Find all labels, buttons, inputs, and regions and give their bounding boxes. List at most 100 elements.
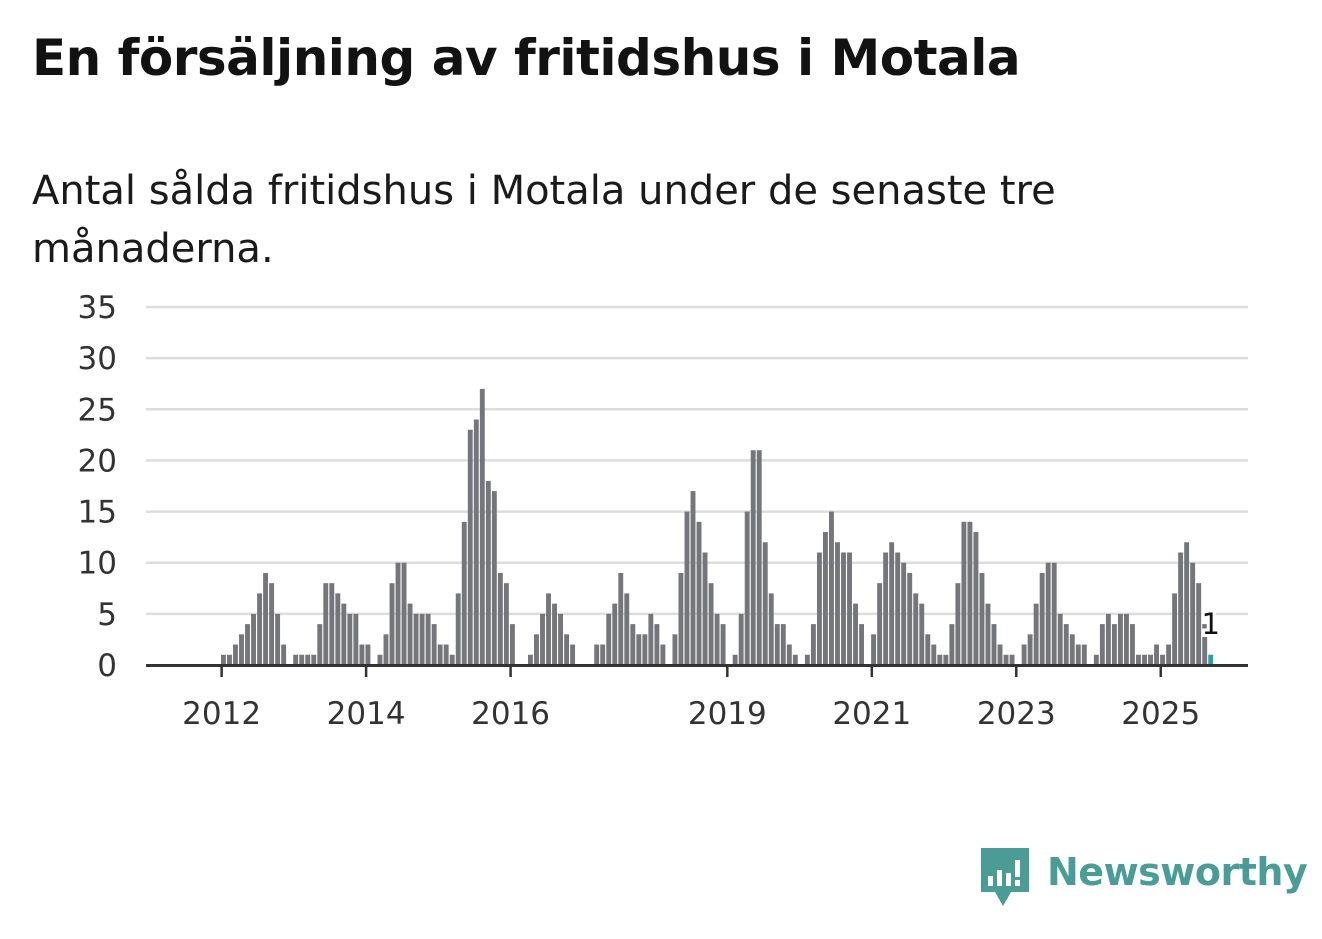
bar bbox=[1154, 644, 1159, 665]
bar bbox=[359, 644, 365, 665]
bar bbox=[1093, 654, 1099, 665]
newsworthy-logo-icon bbox=[981, 848, 1029, 906]
bar bbox=[467, 429, 473, 665]
bar bbox=[991, 624, 997, 665]
annotation-label: 1 bbox=[1201, 607, 1219, 641]
bar bbox=[654, 624, 660, 665]
bar bbox=[690, 491, 696, 665]
bar bbox=[479, 388, 485, 665]
x-tick-label: 2021 bbox=[832, 696, 911, 732]
bar bbox=[708, 583, 714, 665]
bar bbox=[1021, 644, 1027, 665]
bar bbox=[702, 552, 708, 665]
bar bbox=[1117, 613, 1123, 665]
bar bbox=[618, 572, 624, 665]
x-tick-label: 2023 bbox=[977, 696, 1056, 732]
bar bbox=[269, 583, 275, 665]
bar bbox=[317, 624, 323, 665]
bar bbox=[365, 644, 371, 665]
bar bbox=[227, 654, 232, 665]
y-tick-label: 0 bbox=[97, 648, 117, 684]
bar bbox=[485, 480, 491, 665]
bar bbox=[407, 603, 413, 665]
bar bbox=[895, 552, 901, 665]
bar bbox=[461, 521, 467, 665]
bar bbox=[455, 593, 461, 665]
y-tick-label: 10 bbox=[78, 546, 117, 582]
bar bbox=[804, 654, 810, 665]
bar bbox=[233, 644, 238, 665]
bar bbox=[937, 654, 943, 665]
bar bbox=[792, 654, 798, 665]
bar bbox=[859, 624, 865, 665]
gridlines bbox=[146, 305, 1248, 616]
bar bbox=[281, 644, 287, 665]
bar bbox=[907, 572, 913, 665]
bar bbox=[672, 634, 678, 665]
x-tick-label: 2019 bbox=[688, 696, 767, 732]
bar bbox=[919, 603, 925, 665]
bar bbox=[311, 654, 317, 665]
bar bbox=[768, 593, 774, 665]
bar bbox=[648, 613, 654, 665]
bar bbox=[1130, 624, 1135, 665]
bar bbox=[413, 613, 419, 665]
y-tick-label: 30 bbox=[78, 341, 117, 377]
bar bbox=[1045, 562, 1051, 665]
bar bbox=[762, 542, 768, 665]
bar bbox=[810, 624, 816, 665]
bar bbox=[293, 654, 299, 665]
bar bbox=[558, 613, 564, 665]
bar bbox=[594, 644, 600, 665]
bar bbox=[732, 654, 738, 665]
bar bbox=[1160, 654, 1166, 665]
bar bbox=[961, 521, 967, 665]
y-tick-label: 20 bbox=[78, 443, 117, 479]
bar bbox=[816, 552, 822, 665]
bar bbox=[780, 624, 786, 665]
bar bbox=[624, 593, 630, 665]
bar bbox=[341, 603, 347, 665]
bar bbox=[949, 624, 955, 665]
bar bbox=[1184, 542, 1190, 665]
bar bbox=[329, 583, 335, 665]
bar bbox=[1178, 552, 1184, 665]
bar bbox=[395, 562, 401, 665]
bar bbox=[913, 593, 919, 665]
bar bbox=[449, 654, 455, 665]
bar bbox=[1172, 593, 1178, 665]
bar bbox=[835, 542, 840, 665]
bar bbox=[822, 532, 828, 665]
bar bbox=[1136, 654, 1141, 665]
bar bbox=[251, 613, 256, 665]
brand-name: Newsworthy bbox=[1047, 850, 1308, 894]
bars bbox=[220, 388, 1214, 665]
bar bbox=[841, 552, 846, 665]
bar bbox=[1208, 654, 1214, 665]
y-axis-ticks: 0 5 10 15 20 25 30 35 bbox=[78, 290, 117, 684]
bar bbox=[1063, 624, 1069, 665]
bar bbox=[612, 603, 618, 665]
bar bbox=[443, 644, 449, 665]
y-tick-label: 15 bbox=[78, 495, 117, 531]
chart-subtitle: Antal sålda fritidshus i Motala under de… bbox=[32, 168, 1056, 272]
bar bbox=[606, 613, 612, 665]
brand-logo: Newsworthy bbox=[981, 848, 1308, 910]
bar bbox=[931, 644, 937, 665]
bar bbox=[660, 644, 666, 665]
bar bbox=[534, 634, 539, 665]
bar bbox=[997, 644, 1003, 665]
bar bbox=[431, 624, 437, 665]
bar bbox=[323, 583, 329, 665]
bar bbox=[377, 654, 383, 665]
bar bbox=[1057, 613, 1063, 665]
bar bbox=[696, 521, 702, 665]
bar bbox=[786, 644, 792, 665]
y-tick-label: 35 bbox=[78, 290, 117, 326]
bar bbox=[967, 521, 973, 665]
bar bbox=[1075, 644, 1081, 665]
bar bbox=[853, 603, 858, 665]
bar bbox=[473, 419, 479, 665]
bar bbox=[1123, 613, 1129, 665]
x-tick-label: 2014 bbox=[327, 696, 406, 732]
